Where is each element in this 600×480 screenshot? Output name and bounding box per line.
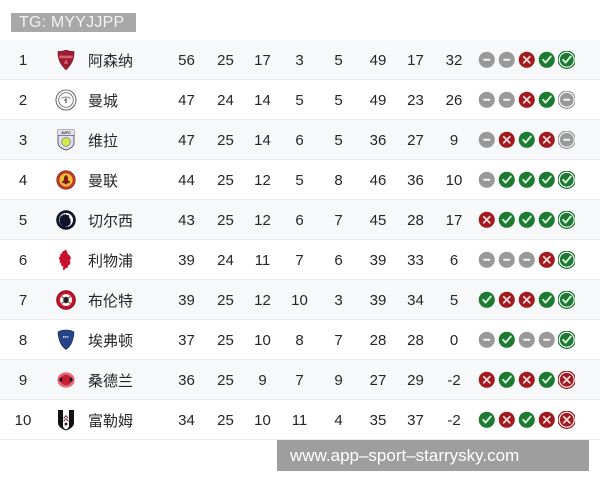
svg-text:EFC: EFC bbox=[63, 335, 70, 339]
svg-text:AVFC: AVFC bbox=[61, 131, 71, 135]
